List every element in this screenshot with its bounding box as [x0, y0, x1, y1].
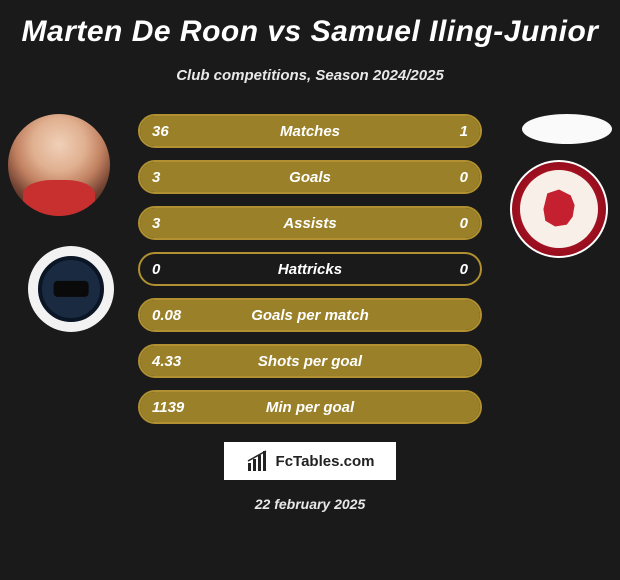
- club-right-badge: [510, 160, 608, 258]
- stat-value-right: 0: [460, 162, 468, 192]
- middlesbrough-crest-icon: [520, 170, 598, 248]
- footer-date: 22 february 2025: [0, 496, 620, 512]
- stat-row: Shots per goal4.33: [138, 344, 482, 378]
- page-title: Marten De Roon vs Samuel Iling-Junior: [0, 15, 620, 49]
- bar-chart-icon: [246, 449, 270, 473]
- stat-value-right: 0: [460, 254, 468, 284]
- stat-value-left: 3: [152, 208, 160, 238]
- stat-label: Min per goal: [140, 392, 480, 422]
- stat-row: Assists3 0: [138, 206, 482, 240]
- stat-value-left: 1139: [152, 392, 184, 422]
- stat-label: Goals per match: [140, 300, 480, 330]
- stat-label: Matches: [140, 116, 480, 146]
- stat-value-left: 0.08: [152, 300, 181, 330]
- stat-value-right: 1: [460, 116, 468, 146]
- stat-row: Goals3 0: [138, 160, 482, 194]
- subtitle: Club competitions, Season 2024/2025: [0, 67, 620, 84]
- stat-value-left: 4.33: [152, 346, 181, 376]
- stat-value-left: 0: [152, 254, 160, 284]
- stat-row: Hattricks0 0: [138, 252, 482, 286]
- stats-area: Matches361Goals30Assists30Hattricks00Goa…: [0, 114, 620, 424]
- stat-row: Goals per match0.08: [138, 298, 482, 332]
- stat-label: Goals: [140, 162, 480, 192]
- atalanta-crest-icon: [38, 256, 104, 322]
- stat-label: Shots per goal: [140, 346, 480, 376]
- stat-value-left: 36: [152, 116, 169, 146]
- stat-label: Assists: [140, 208, 480, 238]
- player-right-avatar: [522, 114, 612, 144]
- comparison-infographic: Marten De Roon vs Samuel Iling-Junior Cl…: [0, 0, 620, 580]
- stat-value-right: 0: [460, 208, 468, 238]
- source-watermark: FcTables.com: [224, 442, 396, 480]
- stat-row: Matches36 1: [138, 114, 482, 148]
- club-left-badge: [28, 246, 114, 332]
- stat-row: Min per goal1139: [138, 390, 482, 424]
- player-left-avatar: [8, 114, 110, 216]
- stat-label: Hattricks: [140, 254, 480, 284]
- watermark-text: FcTables.com: [276, 453, 375, 470]
- stat-value-left: 3: [152, 162, 160, 192]
